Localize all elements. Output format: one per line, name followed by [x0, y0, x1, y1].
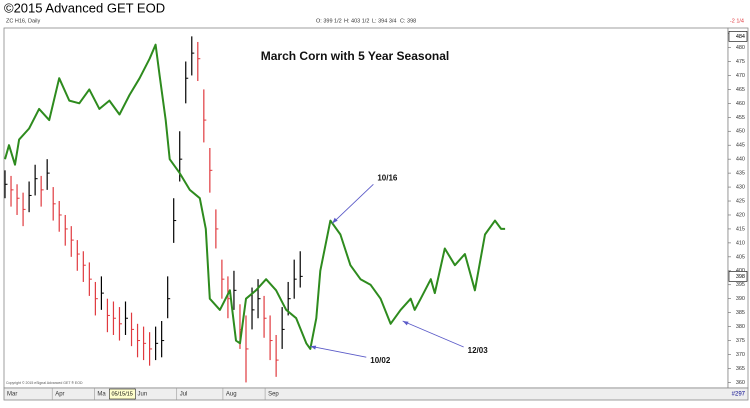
- bar-count: #297: [732, 392, 746, 398]
- y-tick-label: 425: [736, 198, 745, 204]
- y-tick-label: 475: [736, 59, 745, 65]
- y-tick-label: 420: [736, 212, 745, 218]
- annotation-arrow: [402, 320, 464, 348]
- change: -2 1/4: [730, 18, 744, 24]
- y-tick-label: 415: [736, 226, 745, 232]
- x-tick-label: Jun: [138, 392, 148, 398]
- y-tick-label: 430: [736, 185, 745, 191]
- high: H: 403 1/2: [344, 18, 369, 24]
- annotation-arrow: [310, 345, 367, 358]
- seasonal-line: [4, 43, 506, 350]
- y-tick-label: 365: [736, 366, 745, 372]
- y-tick-label: 435: [736, 171, 745, 177]
- y-tick-label: 395: [736, 282, 745, 288]
- symbol: ZC H16, Daily: [6, 18, 40, 24]
- chart-title: March Corn with 5 Year Seasonal: [261, 49, 450, 63]
- y-tick-label: 480: [736, 45, 745, 51]
- x-tick-label: Ma: [97, 392, 106, 398]
- copyright: Copyright © 2015 eSignal Advanced GET ® …: [6, 381, 83, 385]
- x-tick-label: Sep: [268, 392, 279, 398]
- y-tick-label: 360: [736, 380, 745, 386]
- y-tick-label: 410: [736, 240, 745, 246]
- close: C: 398: [400, 18, 416, 24]
- price-marker-label: 398: [736, 274, 745, 280]
- price-marker: [728, 31, 748, 42]
- y-tick-label: 380: [736, 324, 745, 330]
- x-tick-label: Aug: [226, 392, 237, 398]
- header-title: ©2015 Advanced GET EOD: [4, 0, 165, 15]
- arrow-head: [310, 345, 317, 350]
- arrow-head: [332, 217, 338, 224]
- annotation-label: 10/02: [370, 356, 391, 365]
- price-marker: [728, 271, 748, 282]
- y-tick-label: 465: [736, 87, 745, 93]
- annotation-label: 12/03: [468, 346, 489, 355]
- cursor-box: [109, 388, 136, 400]
- open: O: 399 1/2: [316, 18, 342, 24]
- y-tick-label: 445: [736, 143, 745, 149]
- y-tick-label: 440: [736, 157, 745, 163]
- arrow-head: [402, 321, 409, 326]
- y-tick-label: 450: [736, 129, 745, 135]
- price-marker-label: 484: [736, 34, 745, 40]
- x-tick-label: Jul: [180, 392, 188, 398]
- y-tick-label: 370: [736, 352, 745, 358]
- y-tick-label: 390: [736, 296, 745, 302]
- y-axis-panel: [727, 27, 749, 389]
- y-tick-label: 470: [736, 73, 745, 79]
- cursor-label: 05/15/15: [111, 391, 132, 397]
- y-tick-label: 455: [736, 115, 745, 121]
- annotation-label: 10/16: [377, 173, 398, 182]
- y-tick-label: 405: [736, 254, 745, 260]
- low: L: 394 3/4: [372, 18, 396, 24]
- annotation-arrow: [332, 184, 374, 224]
- y-tick-label: 385: [736, 310, 745, 316]
- y-tick-label: 460: [736, 101, 745, 107]
- x-tick-label: Mar: [7, 392, 17, 398]
- x-tick-label: Apr: [55, 392, 64, 398]
- y-tick-label: 375: [736, 338, 745, 344]
